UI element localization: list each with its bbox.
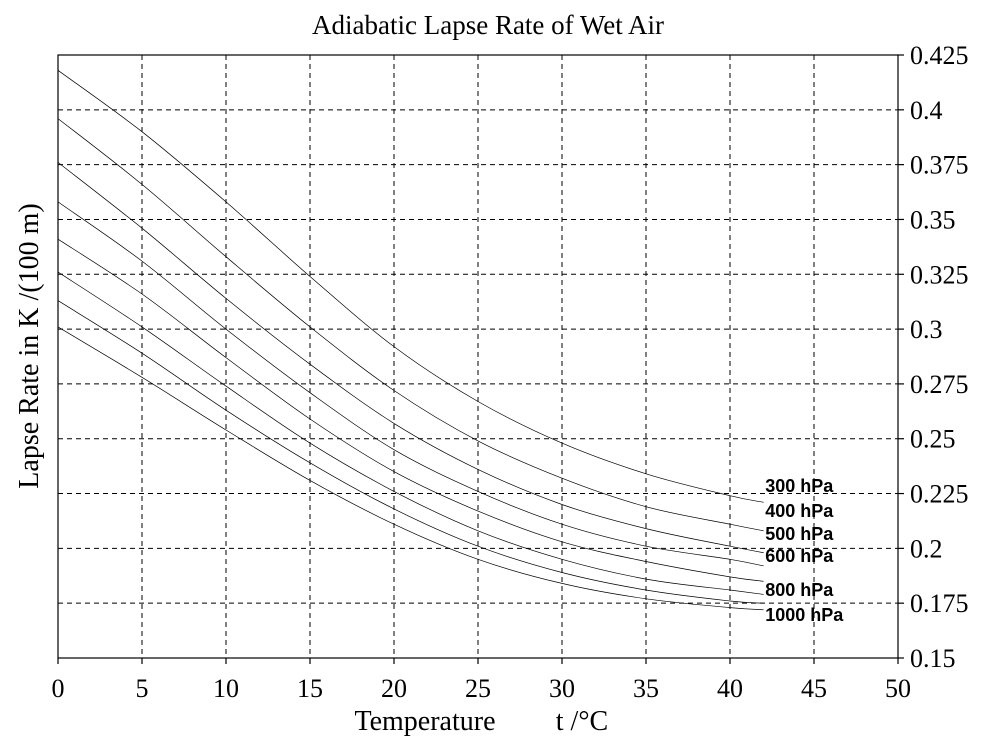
series-line-400-hpa [57,118,764,532]
series-line-800-hpa [57,271,764,595]
y-axis-label: Lapse Rate in K /(100 m) [14,203,45,488]
series-line-900-hpa [57,300,764,604]
x-tick-label: 20 [381,674,407,703]
series-label-600-hpa: 600 hPa [765,546,834,566]
y-tick-label: 0.4 [910,96,943,125]
series-label-1000-hpa: 1000 hPa [765,605,844,625]
y-tick-label: 0.325 [910,260,969,289]
grid [58,55,898,658]
x-tick-label: 5 [136,674,149,703]
y-tick-label: 0.2 [910,534,943,563]
series-lines [57,70,764,611]
x-tick-label: 45 [801,674,827,703]
series-line-500-hpa [57,162,764,554]
x-tick-label: 35 [633,674,659,703]
y-tick-label: 0.175 [910,589,969,618]
y-tick-label: 0.225 [910,480,969,509]
series-label-300-hpa: 300 hPa [765,476,834,496]
x-tick-label: 30 [549,674,575,703]
series-line-300-hpa [57,70,764,503]
y-tick-label: 0.425 [910,41,969,70]
y-tick-label: 0.375 [910,151,969,180]
chart-title: Adiabatic Lapse Rate of Wet Air [312,10,664,40]
series-line-1000-hpa [57,326,764,611]
x-tick-label: 10 [213,674,239,703]
x-axis-unit: t /°C [556,706,608,737]
y-tick-label: 0.25 [910,425,956,454]
y-tick-label: 0.15 [910,644,956,673]
series-label-800-hpa: 800 hPa [765,580,834,600]
x-axis-label: Temperature [354,706,495,737]
series-label-400-hpa: 400 hPa [765,501,834,521]
axis-ticks [57,54,904,664]
x-tick-label: 50 [885,674,911,703]
x-tick-label: 15 [297,674,323,703]
y-tick-labels: 0.15 0.175 0.2 0.225 0.25 0.275 0.3 0.325 0.35 0.… [910,41,969,673]
x-tick-labels: 0 5 10 15 20 25 30 35 40 45 50 [52,674,912,703]
y-tick-label: 0.3 [910,315,943,344]
x-tick-label: 25 [465,674,491,703]
y-tick-label: 0.275 [910,370,969,399]
x-tick-label: 40 [717,674,743,703]
y-tick-label: 0.35 [910,205,956,234]
series-label-500-hpa: 500 hPa [765,524,834,544]
x-tick-label: 0 [52,674,65,703]
series-line-700-hpa [57,238,764,582]
series-line-600-hpa [57,201,764,567]
